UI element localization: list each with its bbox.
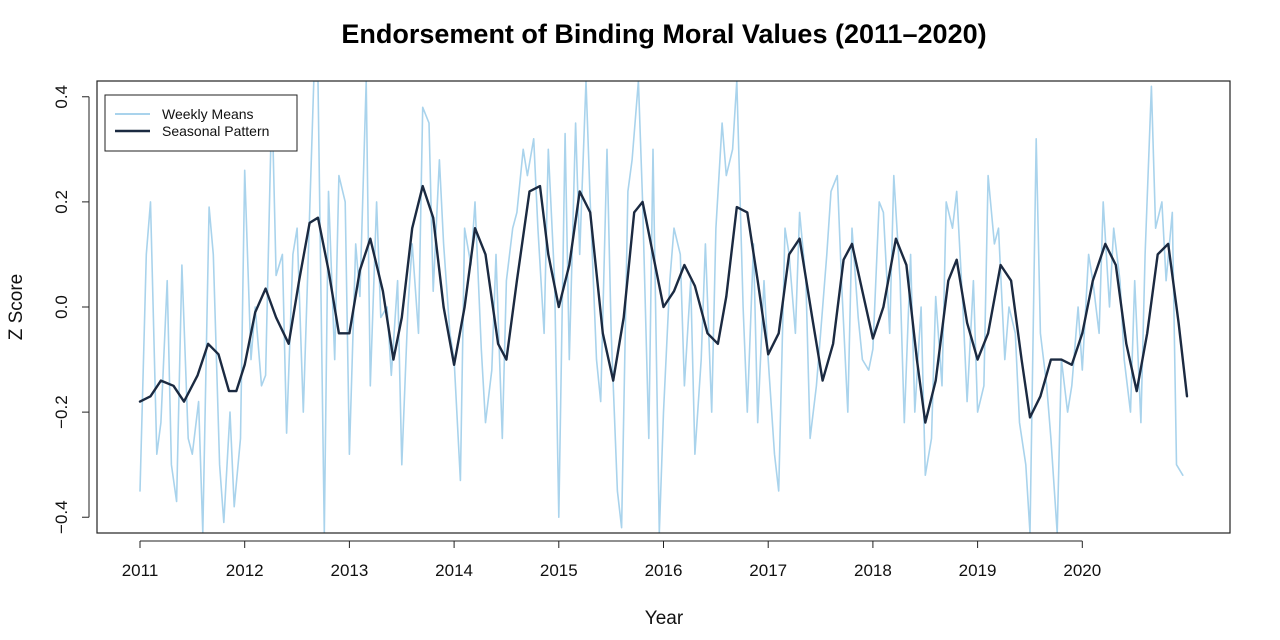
y-tick-label: 0.0	[52, 295, 71, 319]
plot-frame	[96, 80, 1231, 534]
x-tick-label: 2019	[959, 561, 997, 580]
y-axis: −0.4 −0.2 0.0 0.2 0.4	[52, 85, 90, 534]
y-axis-label: Z Score	[6, 274, 27, 341]
series-line-seasonal-pattern	[138, 184, 1189, 424]
x-tick-label: 2017	[749, 561, 787, 580]
x-tick-label: 2011	[122, 561, 159, 580]
x-tick-label: 2015	[540, 561, 578, 580]
x-tick-label: 2018	[854, 561, 892, 580]
legend-label-seasonal-pattern: Seasonal Pattern	[162, 123, 269, 139]
x-axis: 2011 2012 2013 2014 2015 2016 2017 2018 2019 2020	[122, 540, 1101, 580]
series-line-weekly-means	[139, 81, 1184, 533]
series-layer	[138, 81, 1189, 533]
y-tick-label: 0.2	[52, 190, 71, 214]
x-axis-label: Year	[645, 608, 684, 629]
y-tick-label: −0.4	[52, 500, 71, 534]
y-tick-label: 0.4	[52, 85, 71, 109]
x-tick-label: 2013	[330, 561, 368, 580]
chart-title: Endorsement of Binding Moral Values (201…	[341, 19, 986, 49]
x-tick-label: 2020	[1063, 561, 1101, 580]
y-tick-label: −0.2	[52, 395, 71, 429]
x-tick-label: 2014	[435, 561, 473, 580]
legend: Weekly Means Seasonal Pattern	[104, 94, 298, 152]
legend-label-weekly-means: Weekly Means	[162, 106, 254, 122]
x-tick-label: 2016	[645, 561, 683, 580]
x-tick-label: 2012	[226, 561, 264, 580]
legend-box	[104, 94, 298, 152]
